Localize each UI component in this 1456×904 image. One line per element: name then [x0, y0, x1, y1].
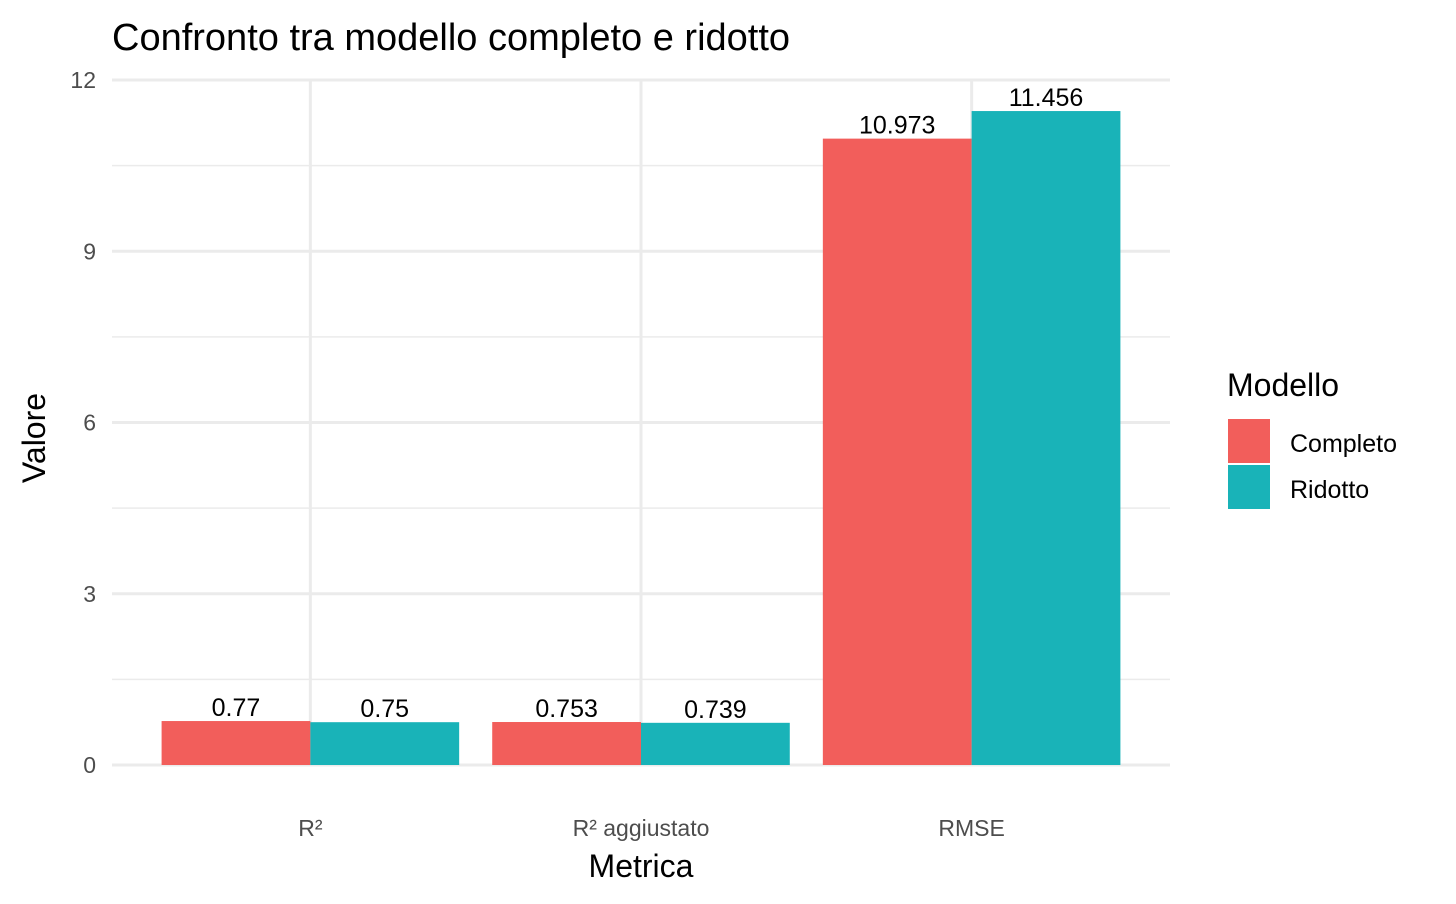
bar-completo [822, 138, 972, 766]
legend-label-ridotto: Ridotto [1290, 476, 1369, 504]
legend: Modello Completo Ridotto [1227, 367, 1397, 509]
bar-completo [492, 722, 641, 765]
x-tick-label: R² [298, 815, 323, 841]
x-tick-label: RMSE [938, 815, 1004, 841]
data-labels: 0.77 0.753 10.973 0.75 0.739 11.456 [212, 84, 1084, 724]
y-tick-label: 3 [83, 581, 96, 607]
data-label-ridotto: 0.75 [360, 695, 409, 723]
y-tick-label: 6 [83, 410, 96, 436]
bar-ridotto [641, 722, 790, 765]
x-tick-label: R² aggiustato [573, 815, 710, 841]
legend-key-ridotto [1228, 465, 1270, 509]
data-label-completo: 10.973 [859, 112, 935, 140]
legend-title: Modello [1227, 367, 1339, 403]
legend-key-completo [1228, 419, 1270, 463]
bar-completo [161, 721, 311, 765]
x-axis-title: Metrica [589, 848, 694, 884]
data-label-ridotto: 0.739 [684, 696, 747, 724]
data-label-ridotto: 11.456 [1009, 84, 1084, 112]
bar-ridotto [310, 722, 460, 765]
data-label-completo: 0.77 [212, 694, 261, 722]
bar-ridotto [971, 111, 1121, 765]
axis-ticks: 0 3 6 9 12 R² R² aggiustato RMSE [70, 67, 1004, 841]
y-tick-label: 12 [70, 67, 96, 93]
y-axis-title: Valore [16, 393, 52, 483]
data-label-completo: 0.753 [535, 695, 598, 723]
bars [161, 111, 1121, 766]
chart-title: Confronto tra modello completo e ridotto [112, 17, 790, 59]
legend-label-completo: Completo [1290, 430, 1397, 458]
y-tick-label: 0 [83, 752, 96, 778]
y-tick-label: 9 [83, 238, 96, 264]
